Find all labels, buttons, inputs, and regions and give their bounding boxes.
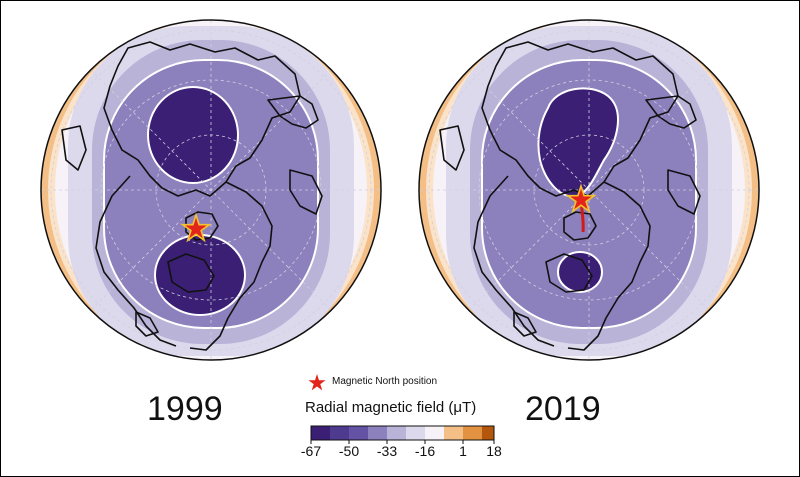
globe-1999-coastlines	[61, 41, 323, 351]
globe-2019	[418, 19, 760, 361]
globe-1999-graticule	[41, 20, 381, 360]
year-label-right: 2019	[525, 390, 601, 428]
globe-1999-outline	[40, 19, 382, 361]
colorbar-title: Radial magnetic field (μT)	[305, 399, 477, 416]
legend-star-icon	[308, 374, 326, 391]
magnetic-north-star-2019	[565, 183, 597, 214]
magnetic-north-star-1999	[180, 212, 212, 243]
colorbar	[310, 425, 495, 444]
colorbar-tick: -33	[376, 443, 398, 459]
colorbar-tick: 1	[459, 443, 467, 459]
colorbar-tick: -16	[414, 443, 436, 459]
colorbar-tick: -50	[338, 443, 360, 459]
globe-2019-outline	[418, 19, 760, 361]
legend-star-label: Magnetic North position	[332, 376, 438, 387]
globe-1999	[40, 19, 382, 361]
colorbar-tick: -67	[300, 443, 322, 459]
globe-2019-coastlines	[439, 41, 701, 351]
globe-2019-graticule	[419, 20, 759, 360]
year-label-left: 1999	[147, 390, 223, 428]
colorbar-tick: 18	[486, 443, 502, 459]
